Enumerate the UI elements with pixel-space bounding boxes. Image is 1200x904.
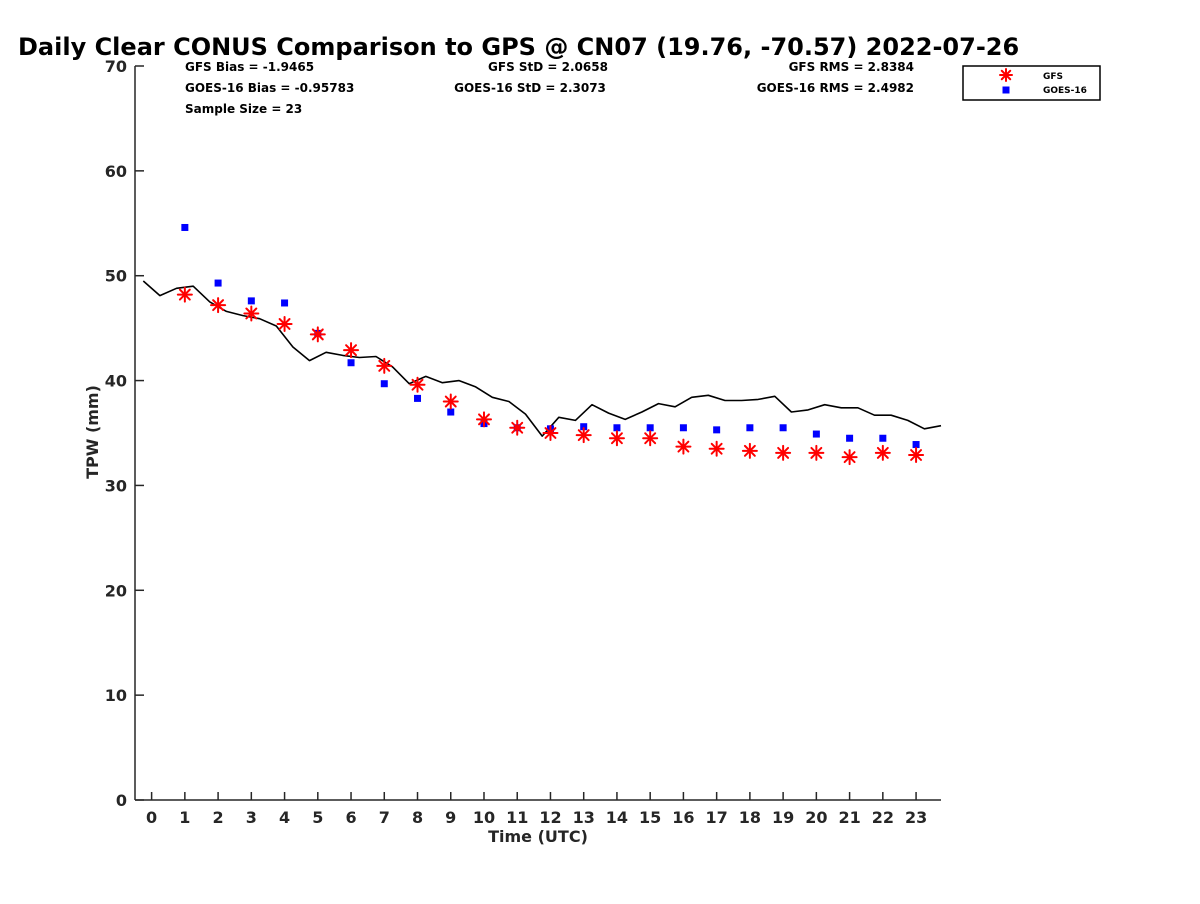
legend-marker-gfs (999, 68, 1013, 82)
x-tick-label: 8 (412, 808, 423, 827)
x-tick-label: 2 (213, 808, 224, 827)
y-axis-label: TPW (mm) (83, 385, 102, 479)
legend-box (962, 65, 1101, 101)
gfs-point (908, 447, 925, 464)
gfs-point (708, 440, 725, 457)
gfs-point (210, 297, 227, 314)
goes16-point (247, 297, 255, 305)
goes16-point (846, 434, 854, 442)
gfs-point (376, 357, 393, 374)
y-tick-label: 30 (105, 476, 127, 495)
gfs-point (874, 444, 891, 461)
x-tick-label: 13 (573, 808, 595, 827)
goes16-point (912, 441, 920, 449)
y-tick-label: 70 (105, 57, 127, 76)
gfs-point (442, 393, 459, 410)
x-tick-label: 17 (706, 808, 728, 827)
stat-gfs-bias: GFS Bias = -1.9465 (185, 60, 314, 74)
y-tick-label: 20 (105, 581, 127, 600)
goes16-point (713, 426, 721, 434)
stat-goes-std: GOES-16 StD = 2.3073 (454, 81, 606, 95)
x-tick-label: 6 (345, 808, 356, 827)
chart-title: Daily Clear CONUS Comparison to GPS @ CN… (18, 33, 1019, 61)
stat-goes-rms: GOES-16 RMS = 2.4982 (757, 81, 914, 95)
plot-series (142, 223, 942, 466)
x-tick-label: 10 (473, 808, 495, 827)
y-tick-label: 60 (105, 162, 127, 181)
x-tick-label: 19 (772, 808, 794, 827)
legend-label-goes: GOES-16 (1043, 86, 1087, 96)
stat-gfs-std: GFS StD = 2.0658 (488, 60, 608, 74)
gfs-point (409, 376, 426, 393)
x-tick-label: 14 (606, 808, 628, 827)
x-tick-label: 15 (639, 808, 661, 827)
goes16-point (779, 424, 787, 432)
goes16-point (380, 380, 388, 388)
x-tick-label: 20 (805, 808, 827, 827)
x-tick-label: 22 (872, 808, 894, 827)
gfs-point (343, 342, 360, 359)
x-tick-label: 12 (539, 808, 561, 827)
goes16-point (347, 359, 355, 367)
x-tick-label: 5 (312, 808, 323, 827)
gfs-point (276, 315, 293, 332)
legend-label-gfs: GFS (1043, 72, 1063, 82)
gfs-point (475, 411, 492, 428)
gfs-point (675, 438, 692, 455)
gfs-point (176, 286, 193, 303)
stat-goes-bias: GOES-16 Bias = -0.95783 (185, 81, 354, 95)
x-tick-label: 23 (905, 808, 927, 827)
gfs-point (642, 430, 659, 447)
x-tick-label: 1 (179, 808, 190, 827)
y-tick-label: 50 (105, 267, 127, 286)
goes16-point (281, 299, 289, 307)
legend-marker-goes (1002, 86, 1010, 94)
x-tick-label: 7 (379, 808, 390, 827)
gfs-point (509, 419, 526, 436)
legend-gfs-asterisk (999, 68, 1013, 82)
x-tick-label: 11 (506, 808, 528, 827)
stat-sample-size: Sample Size = 23 (185, 102, 302, 116)
gfs-point (309, 326, 326, 343)
goes16-point (613, 424, 621, 432)
x-tick-label: 16 (672, 808, 694, 827)
goes16-point (181, 223, 189, 231)
gfs-point (741, 442, 758, 459)
y-tick-label: 10 (105, 686, 127, 705)
x-axis-label: Time (UTC) (488, 827, 588, 846)
legend-goes16-square (1002, 86, 1010, 94)
goes16-point (214, 279, 222, 287)
gps-series-line (142, 280, 942, 437)
goes16-point (447, 408, 455, 416)
legend: GFS GOES-16 (962, 65, 1101, 101)
x-tick-label: 0 (146, 808, 157, 827)
x-tick-label: 4 (279, 808, 290, 827)
goes16-point (679, 424, 687, 432)
gfs-point (808, 444, 825, 461)
goes16-point (580, 423, 588, 431)
goes16-point (746, 424, 754, 432)
y-tick-label: 0 (116, 791, 127, 810)
gfs-point (575, 427, 592, 444)
x-tick-label: 9 (445, 808, 456, 827)
y-tick-label: 40 (105, 372, 127, 391)
goes16-point (812, 430, 820, 438)
x-tick-label: 18 (739, 808, 761, 827)
gfs-point (542, 425, 559, 441)
gfs-point (243, 305, 260, 322)
gfs-point (608, 430, 625, 447)
stat-gfs-rms: GFS RMS = 2.8384 (789, 60, 914, 74)
x-tick-label: 3 (246, 808, 257, 827)
x-tick-label: 21 (838, 808, 860, 827)
goes16-point (414, 394, 422, 402)
goes16-point (879, 434, 887, 442)
gfs-point (841, 449, 858, 466)
goes16-point (646, 424, 654, 432)
gfs-point (775, 444, 792, 461)
